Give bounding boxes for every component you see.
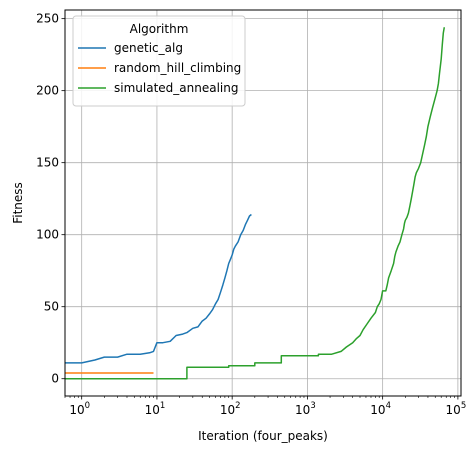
legend-label-simulated-annealing: simulated_annealing [114,81,238,95]
series-line-genetic-alg [65,213,252,364]
y-axis-label: Fitness [11,182,25,224]
y-tick-label: 0 [51,372,59,386]
series-layer [65,27,446,380]
y-tick-label: 250 [36,12,59,26]
plot-frame [64,9,462,397]
legend-label-random-hill-climbing: random_hill_climbing [114,61,241,75]
legend-box [72,15,246,107]
y-tick-label: 100 [36,228,59,242]
y-tick-label: 200 [36,84,59,98]
legend: Algorithm genetic_alg random_hill_climbin… [72,15,246,107]
x-tick-label: 100 [69,401,90,417]
x-tick-label: 103 [295,401,316,417]
y-tick-label: 150 [36,156,59,170]
legend-title: Algorithm [130,22,189,36]
x-tick-label: 102 [220,401,241,417]
x-tick-label: 101 [145,401,166,417]
x-axis-label: Iteration (four_peaks) [198,429,328,443]
series-line-simulated-annealing [65,27,446,380]
x-tick-label: 105 [446,401,467,417]
axis-ticks: 100 101 102 103 104 105 0 50 100 150 200 250 [36,12,466,417]
x-tick-label: 104 [370,401,391,417]
y-tick-label: 50 [44,300,59,314]
legend-label-genetic-alg: genetic_alg [114,41,183,55]
